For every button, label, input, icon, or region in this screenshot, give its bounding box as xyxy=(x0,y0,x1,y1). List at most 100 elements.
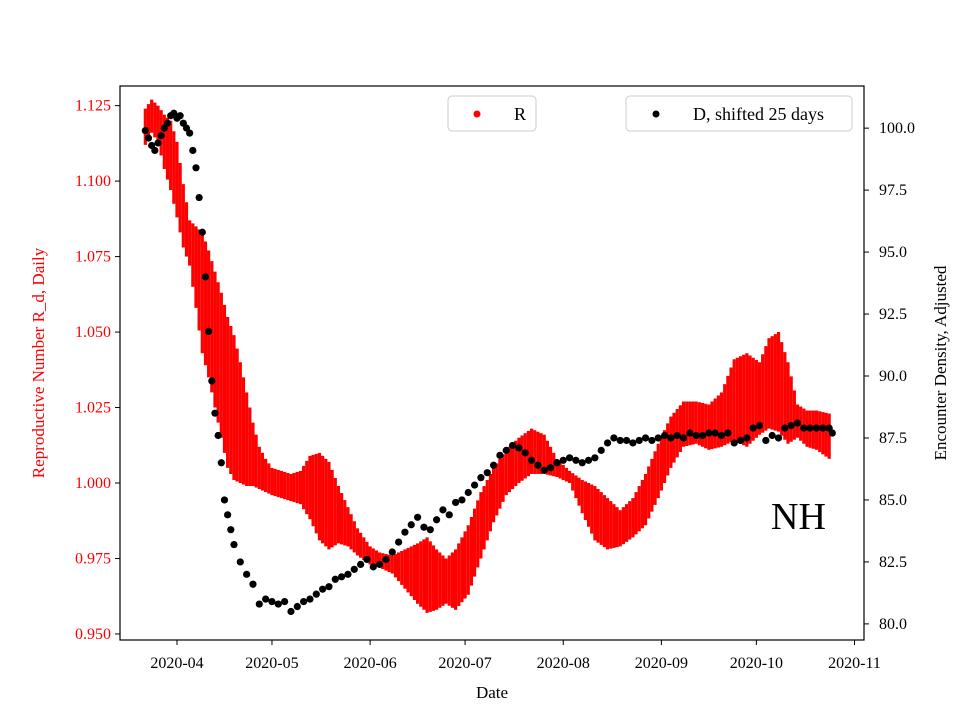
d-point xyxy=(414,513,422,521)
d-point xyxy=(439,506,447,514)
d-point xyxy=(230,540,238,549)
right-tick-label: 85.0 xyxy=(879,492,907,509)
d-point xyxy=(401,528,409,536)
d-point xyxy=(508,441,517,450)
d-point xyxy=(736,436,745,445)
d-point xyxy=(743,434,751,442)
d-point xyxy=(749,424,757,432)
d-point xyxy=(201,273,210,281)
d-point xyxy=(306,595,314,603)
d-point xyxy=(629,439,637,447)
d-point xyxy=(382,555,390,564)
d-point xyxy=(243,570,251,578)
d-point xyxy=(464,488,472,497)
d-point xyxy=(806,424,814,432)
d-point xyxy=(828,429,836,437)
d-point xyxy=(705,429,713,437)
d-point xyxy=(584,456,593,464)
x-tick-label: 2020-04 xyxy=(150,655,203,672)
left-tick-label: 0.975 xyxy=(75,550,111,567)
legend-d-box xyxy=(625,95,853,132)
d-point xyxy=(451,498,460,507)
d-point xyxy=(540,466,548,474)
d-point xyxy=(730,439,738,447)
d-point xyxy=(432,516,441,524)
d-point xyxy=(559,456,567,464)
left-tick-label: 1.050 xyxy=(75,324,111,341)
right-tick-label: 95.0 xyxy=(879,244,907,261)
d-point xyxy=(603,439,612,447)
right-tick-label: 97.5 xyxy=(879,182,907,199)
d-point xyxy=(287,607,295,616)
legend-r-box xyxy=(447,95,537,132)
d-point xyxy=(534,461,542,469)
d-point xyxy=(762,436,770,445)
d-point xyxy=(755,421,764,430)
left-axis-label: Reproductive Number R_d, Daily xyxy=(29,247,48,478)
d-point xyxy=(319,585,327,593)
left-tick-label: 0.950 xyxy=(75,626,111,643)
d-point xyxy=(641,434,650,442)
d-point xyxy=(812,424,821,432)
d-point xyxy=(195,193,203,202)
d-point xyxy=(331,575,339,583)
right-axis-label: Encounter Density, Adjusted xyxy=(931,265,950,460)
d-point xyxy=(268,597,276,606)
d-point xyxy=(667,434,675,442)
left-tick-label: 1.000 xyxy=(75,475,111,492)
d-point xyxy=(610,434,618,442)
d-point xyxy=(312,590,320,598)
d-point xyxy=(144,134,153,142)
d-point xyxy=(489,461,498,469)
d-point xyxy=(255,600,263,608)
d-point xyxy=(344,570,352,578)
d-point xyxy=(214,431,222,440)
legend-r: R xyxy=(447,95,537,132)
d-point xyxy=(357,560,365,568)
x-tick-label: 2020-11 xyxy=(828,655,881,672)
d-point xyxy=(565,454,574,462)
d-point xyxy=(572,456,580,464)
x-tick-label: 2020-06 xyxy=(343,655,396,672)
x-tick-label: 2020-09 xyxy=(635,655,688,672)
d-point xyxy=(205,327,213,335)
d-point xyxy=(220,496,229,504)
d-point xyxy=(470,481,479,489)
d-point xyxy=(186,129,194,137)
d-point xyxy=(224,511,232,519)
d-point xyxy=(578,459,586,467)
legend-r-marker xyxy=(473,110,481,118)
d-point xyxy=(445,511,453,519)
d-point xyxy=(717,431,726,440)
d-point xyxy=(274,600,282,608)
d-point xyxy=(800,424,808,432)
right-tick-label: 82.5 xyxy=(879,554,907,571)
d-point xyxy=(293,602,301,611)
d-point xyxy=(679,434,688,442)
d-point xyxy=(176,112,184,120)
d-point xyxy=(553,459,561,467)
d-point xyxy=(458,496,466,504)
d-point xyxy=(300,597,308,606)
d-point xyxy=(819,424,827,432)
d-series-points xyxy=(141,109,836,616)
d-point xyxy=(154,139,162,147)
d-point xyxy=(163,119,172,127)
x-tick-label: 2020-05 xyxy=(245,655,298,672)
d-point xyxy=(660,431,669,440)
left-tick-label: 1.075 xyxy=(75,249,111,266)
d-point xyxy=(363,555,371,564)
d-point xyxy=(692,431,700,440)
d-point xyxy=(502,446,510,454)
r-series-errorbars xyxy=(143,99,831,613)
d-point xyxy=(141,127,149,135)
d-point xyxy=(420,523,428,531)
legend-d-label: D, shifted 25 days xyxy=(693,104,824,124)
d-point xyxy=(198,228,206,236)
d-point xyxy=(477,474,485,482)
y-axis-left: 0.950 0.975 1.000 1.025 1.050 1.075 1.100 1.125 xyxy=(75,98,120,643)
d-point xyxy=(622,436,631,445)
d-point xyxy=(648,436,656,445)
d-point xyxy=(426,526,434,534)
